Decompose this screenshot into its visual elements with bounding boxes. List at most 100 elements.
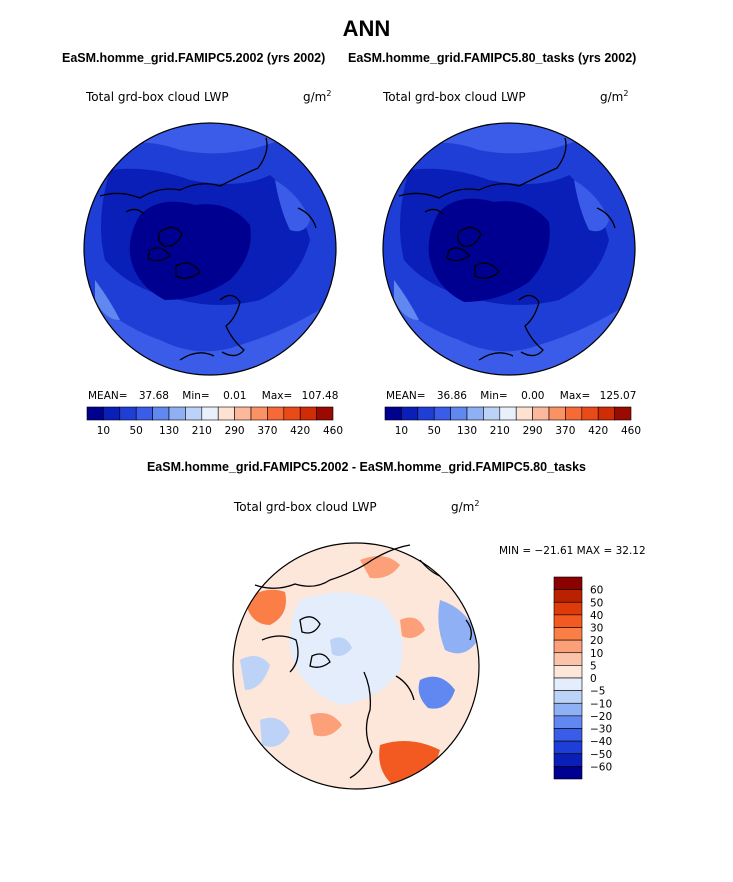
panel-1-min-label: Min= <box>182 390 210 402</box>
panel-2-colorbar-swatch <box>433 406 451 421</box>
panel-1-colorbar-swatch <box>168 406 186 421</box>
panel-3-colorbar-tick-label: −60 <box>590 761 612 773</box>
panel-1-colorbar: 10 50 130 210 290 370 420 460 <box>86 406 343 437</box>
panel-1-colorbar-swatch <box>217 406 235 421</box>
panel-3-stats: MIN = −21.61 MAX = 32.12 <box>499 545 646 557</box>
panel-1-colorbar-swatch <box>152 406 170 421</box>
panel-2-colorbar-tick-label: 130 <box>457 425 477 437</box>
panel-1-colorbar-tick-label: 10 <box>97 425 110 437</box>
panel-3-colorbar-swatch <box>553 627 583 641</box>
panel-3-colorbar-swatch <box>553 652 583 666</box>
panel-3-colorbar-tick-label: 10 <box>590 648 603 660</box>
panel-3-colorbar-swatch <box>553 753 583 767</box>
panel-3-colorbar-swatch <box>553 766 583 780</box>
panel-3-colorbar-swatch <box>553 589 583 603</box>
panel-1-colorbar-swatch <box>250 406 268 421</box>
panel-3-colorbar-tick-label: 40 <box>590 610 603 622</box>
panel-3-variable: Total grd-box cloud LWP <box>234 500 377 514</box>
panel-2-colorbar-swatch <box>483 406 501 421</box>
panel-3-colorbar-tick-label: 50 <box>590 597 603 609</box>
panel-1-max-value: 107.48 <box>301 390 339 402</box>
panel-1-colorbar-tick-label: 130 <box>159 425 179 437</box>
panel-2-mean-value: 36.86 <box>436 390 467 402</box>
panel-1-title: EaSM.homme_grid.FAMIPC5.2002 (yrs 2002) <box>62 51 326 65</box>
panel-3-units: g/m2 <box>451 499 480 514</box>
panel-1-colorbar-tick-label: 420 <box>290 425 310 437</box>
panel-3-colorbar-swatch <box>553 601 583 616</box>
panel-2-colorbar-swatch <box>384 406 402 421</box>
panel-3-colorbar-tick-label: 60 <box>590 585 603 597</box>
panel-2-units: g/m2 <box>600 89 629 104</box>
panel-2-colorbar-tick-label: 420 <box>588 425 608 437</box>
panel-1-colorbar-swatch <box>299 406 317 421</box>
panel-2-colorbar-swatch <box>417 406 435 421</box>
panel-2-colorbar-swatch <box>515 406 533 421</box>
panel-2-colorbar-tick-label: 290 <box>523 425 543 437</box>
panel-3-map <box>232 542 480 790</box>
panel-3-colorbar-swatch <box>553 677 583 691</box>
panel-3-colorbar-tick-label: −20 <box>590 711 612 723</box>
panel-1-colorbar-tick-label: 210 <box>192 425 212 437</box>
panel-2-variable: Total grd-box cloud LWP <box>383 90 526 104</box>
panel-1-colorbar-swatch <box>201 406 219 421</box>
panel-3-colorbar-tick-label: −30 <box>590 724 612 736</box>
figure-title: ANN <box>342 16 391 41</box>
panel-3-colorbar-tick-label: −40 <box>590 736 612 748</box>
panel-3-title: EaSM.homme_grid.FAMIPC5.2002 - EaSM.homm… <box>146 460 587 474</box>
panel-1-colorbar-swatch <box>185 406 203 421</box>
panel-2-colorbar-tick-label: 210 <box>490 425 510 437</box>
panel-2-title: EaSM.homme_grid.FAMIPC5.80_tasks (yrs 20… <box>348 51 637 65</box>
panel-2-colorbar-swatch <box>499 406 517 421</box>
panel-1-max-label: Max= <box>261 390 293 402</box>
panel-1-map <box>83 122 337 376</box>
panel-2-mean-label: MEAN= <box>386 390 426 402</box>
panel-2-colorbar-swatch <box>614 406 632 421</box>
panel-3-colorbar-tick-label: −5 <box>590 686 605 698</box>
panel-1-colorbar-swatch <box>316 406 334 421</box>
panel-3-colorbar-swatch <box>553 576 583 590</box>
panel-2-colorbar-swatch <box>532 406 550 421</box>
panel-1-colorbar-swatch <box>267 406 285 421</box>
panel-3-colorbar-swatch <box>553 715 583 729</box>
panel-2-colorbar-swatch <box>450 406 468 421</box>
panel-1-variable: Total grd-box cloud LWP <box>86 90 229 104</box>
panel-3-colorbar-swatch <box>553 702 583 717</box>
panel-2-colorbar-tick-label: 460 <box>621 425 641 437</box>
panel-2-map <box>382 122 636 376</box>
panel-1-colorbar-swatch <box>234 406 252 421</box>
panel-1-colorbar-tick-label: 50 <box>130 425 143 437</box>
panel-2-max-value: 125.07 <box>599 390 637 402</box>
panel-2-colorbar-tick-label: 10 <box>395 425 408 437</box>
panel-1-colorbar-swatch <box>283 406 301 421</box>
panel-1-colorbar-swatch <box>86 406 104 421</box>
panel-3-colorbar-swatch <box>553 665 583 679</box>
panel-3-colorbar-tick-label: 0 <box>590 673 597 685</box>
panel-3-colorbar-tick-label: 30 <box>590 623 603 635</box>
panel-2-colorbar-swatch <box>565 406 583 421</box>
panel-1-colorbar-swatch <box>135 406 153 421</box>
panel-2-colorbar-tick-label: 370 <box>555 425 575 437</box>
panel-3-colorbar-tick-label: −50 <box>590 749 612 761</box>
panel-3-colorbar-swatch <box>553 614 583 628</box>
panel-1-units: g/m2 <box>303 89 332 104</box>
panel-2-min-label: Min= <box>480 390 508 402</box>
panel-3-colorbar-tick-label: 5 <box>590 660 597 672</box>
panel-1-min-value: 0.01 <box>223 390 247 402</box>
panel-1-stats: MEAN= 37.68 Min= 0.01 Max= 107.48 <box>88 390 338 402</box>
panel-2-colorbar-tick-label: 50 <box>428 425 441 437</box>
panel-1-mean-value: 37.68 <box>138 390 169 402</box>
panel-1-colorbar-swatch <box>119 406 137 421</box>
panel-2-stats: MEAN= 36.86 Min= 0.00 Max= 125.07 <box>386 390 636 402</box>
panel-2-colorbar-swatch <box>466 406 484 421</box>
panel-3-colorbar-swatch <box>553 740 583 755</box>
panel-1-colorbar-tick-label: 460 <box>323 425 343 437</box>
panel-1-colorbar-tick-label: 290 <box>225 425 245 437</box>
panel-3-colorbar-swatch <box>553 728 583 742</box>
panel-2-max-label: Max= <box>559 390 591 402</box>
panel-2-min-value: 0.00 <box>521 390 545 402</box>
panel-3-colorbar-swatch <box>553 639 583 654</box>
panel-3-colorbar-tick-label: −10 <box>590 698 612 710</box>
panel-2-colorbar: 10 50 130 210 290 370 420 460 <box>384 406 641 437</box>
